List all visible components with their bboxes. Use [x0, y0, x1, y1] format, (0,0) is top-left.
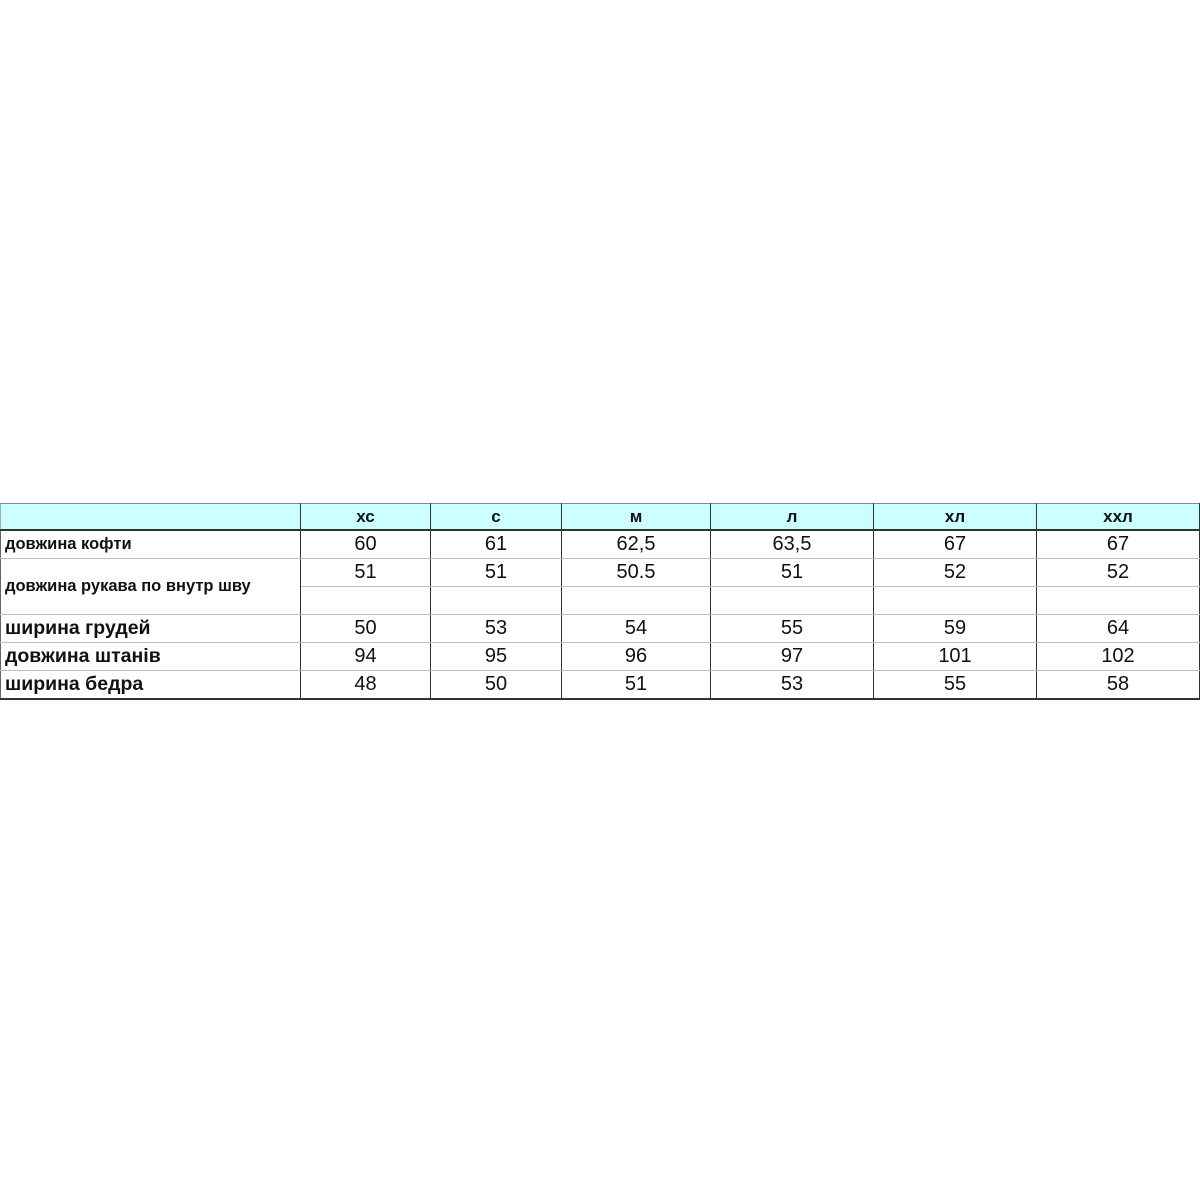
- header-corner-cell: [0, 503, 301, 531]
- table-cell: 51: [561, 670, 711, 700]
- table-cell: 102: [1036, 642, 1200, 671]
- table-cell: 52: [1036, 558, 1200, 587]
- row-label: довжина рукава по внутр шву: [0, 558, 301, 615]
- table-cell: 55: [873, 670, 1037, 700]
- header-row: хс с м л хл ххл: [0, 503, 1200, 531]
- table-cell: 52: [873, 558, 1037, 587]
- table-cell: 96: [561, 642, 711, 671]
- table-cell: 64: [1036, 614, 1200, 643]
- table-cell: 62,5: [561, 529, 711, 559]
- empty-cell: [430, 586, 562, 615]
- table-cell: 51: [300, 558, 431, 587]
- size-header: л: [710, 503, 874, 531]
- table-cell: 67: [873, 529, 1037, 559]
- table-cell: 59: [873, 614, 1037, 643]
- row-label: довжина кофти: [0, 529, 301, 559]
- empty-cell: [561, 586, 711, 615]
- table-cell: 53: [710, 670, 874, 700]
- table-row: ширина грудей 50 53 54 55 59 64: [0, 614, 1200, 643]
- empty-cell: [710, 586, 874, 615]
- table-row: довжина рукава по внутр шву 51 51 50.5 5…: [0, 558, 1200, 615]
- table-cell: 51: [710, 558, 874, 587]
- empty-cell: [1036, 586, 1200, 615]
- size-header: ххл: [1036, 503, 1200, 531]
- table-row: довжина кофти 60 61 62,5 63,5 67 67: [0, 529, 1200, 559]
- table-cell: 50.5: [561, 558, 711, 587]
- table-cell: 55: [710, 614, 874, 643]
- table-cell: 97: [710, 642, 874, 671]
- row-label: ширина грудей: [0, 614, 301, 643]
- table-cell: 67: [1036, 529, 1200, 559]
- table-cell: 51: [430, 558, 562, 587]
- empty-cell: [300, 586, 431, 615]
- table-cell: 58: [1036, 670, 1200, 700]
- table-cell: 63,5: [710, 529, 874, 559]
- table-cell: 94: [300, 642, 431, 671]
- table-cell: 95: [430, 642, 562, 671]
- size-header: м: [561, 503, 711, 531]
- size-header: с: [430, 503, 562, 531]
- table-cell: 53: [430, 614, 562, 643]
- table-cell: 50: [430, 670, 562, 700]
- table-cell: 50: [300, 614, 431, 643]
- size-header: хс: [300, 503, 431, 531]
- table-cell: 60: [300, 529, 431, 559]
- size-chart-table: хс с м л хл ххл довжина кофти 60 61 62,5…: [0, 503, 1200, 700]
- row-label: довжина штанів: [0, 642, 301, 671]
- table-cell: 101: [873, 642, 1037, 671]
- table-cell: 54: [561, 614, 711, 643]
- table-row: довжина штанів 94 95 96 97 101 102: [0, 642, 1200, 671]
- table-cell: 61: [430, 529, 562, 559]
- empty-cell: [873, 586, 1037, 615]
- row-label: ширина бедра: [0, 670, 301, 700]
- size-header: хл: [873, 503, 1037, 531]
- table-row: ширина бедра 48 50 51 53 55 58: [0, 670, 1200, 700]
- table-cell: 48: [300, 670, 431, 700]
